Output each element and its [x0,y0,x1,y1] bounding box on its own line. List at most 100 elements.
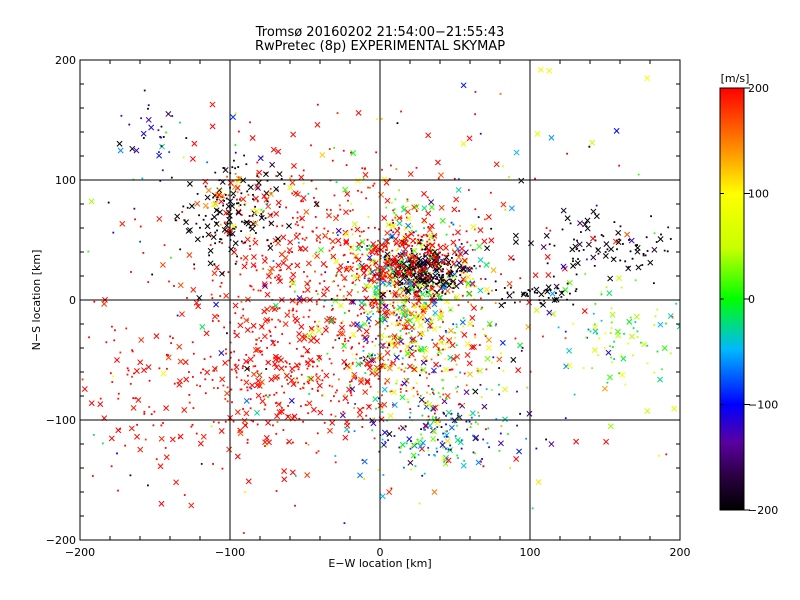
scatter-cross [232,302,239,309]
scatter-dot [441,379,443,381]
scatter-dot [658,454,660,457]
scatter-dot [245,424,247,426]
scatter-dot [417,271,420,274]
scatter-dot [375,118,378,121]
scatter-dot [332,373,335,376]
scatter-dot [390,236,393,239]
scatter-dot [411,388,413,391]
scatter-dot [199,226,201,229]
scatter-cross [361,320,368,327]
scatter-dot [216,198,218,201]
scatter-dot [388,224,391,226]
scatter-dot [321,379,324,382]
scatter-dot [455,376,457,378]
scatter-dot [350,202,353,205]
scatter-cross [234,453,241,460]
scatter-dot [228,359,230,362]
scatter-dot [598,337,601,340]
scatter-dot [300,405,302,408]
scatter-dot [468,266,471,269]
scatter-dot [458,238,461,241]
scatter-cross [477,227,484,234]
scatter-dot [569,222,572,225]
scatter-cross [81,386,88,392]
scatter-cross [381,215,388,222]
scatter-cross [365,403,372,410]
scatter-dot [386,325,389,327]
scatter-cross [362,389,369,396]
scatter-dot [652,282,655,285]
scatter-dot [358,274,361,277]
scatter-dot [345,267,348,270]
scatter-cross [603,241,610,248]
scatter-dot [361,302,364,305]
scatter-cross [390,360,397,366]
scatter-dot [426,329,429,332]
scatter-dot [223,199,226,202]
scatter-dot [186,297,188,299]
scatter-dot [428,259,431,262]
scatter-cross [270,146,277,153]
scatter-dot [334,455,337,457]
scatter-dot [432,389,435,392]
scatter-dot [418,345,421,347]
scatter-dot [311,387,314,390]
scatter-dot [434,282,437,285]
scatter-cross [381,316,388,323]
scatter-dot [401,357,404,360]
scatter-cross [174,213,181,220]
scatter-dot [358,235,361,237]
scatter-dot [290,371,293,373]
scatter-dot [368,186,371,189]
scatter-cross [647,259,654,266]
scatter-dot [441,290,444,293]
scatter-cross [444,438,451,445]
scatter-dot [388,344,390,347]
scatter-cross [387,412,394,419]
scatter-dot [219,295,222,297]
scatter-dot [399,259,402,262]
scatter-dot [93,300,96,303]
scatter-dot [472,278,474,280]
scatter-dot [399,388,402,390]
scatter-cross [278,251,285,258]
scatter-dot [356,314,359,317]
scatter-cross [269,305,276,312]
scatter-dot [296,377,298,380]
scatter-dot [485,388,488,390]
scatter-cross [381,176,388,183]
scatter-cross [298,323,305,330]
scatter-cross [374,271,381,278]
scatter-dot [494,280,497,283]
scatter-dot [286,442,289,444]
scatter-dot [393,435,396,437]
scatter-dot [347,199,349,202]
scatter-cross [416,286,423,293]
scatter-dot [225,197,228,200]
scatter-dot [231,401,233,404]
scatter-dot [418,298,421,300]
scatter-cross [465,290,472,297]
scatter-dot [338,337,341,340]
scatter-cross [357,407,363,414]
scatter-cross [287,184,294,191]
scatter-dot [393,262,396,264]
scatter-dot [428,244,431,247]
scatter-dot [261,254,264,257]
scatter-dot [461,294,464,297]
scatter-cross [249,135,256,141]
scatter-cross [434,159,441,166]
scatter-dot [371,354,373,357]
scatter-dot [413,288,416,291]
scatter-dot [211,379,214,381]
y-tick-label: 100 [55,174,76,187]
scatter-dot [495,323,498,326]
scatter-dot [242,308,245,311]
scatter-dot [416,303,418,306]
scatter-dot [351,233,354,236]
scatter-dot [256,423,259,426]
scatter-cross [219,192,226,199]
scatter-dot [361,253,364,256]
scatter-dot [226,175,229,178]
scatter-dot [176,314,179,317]
